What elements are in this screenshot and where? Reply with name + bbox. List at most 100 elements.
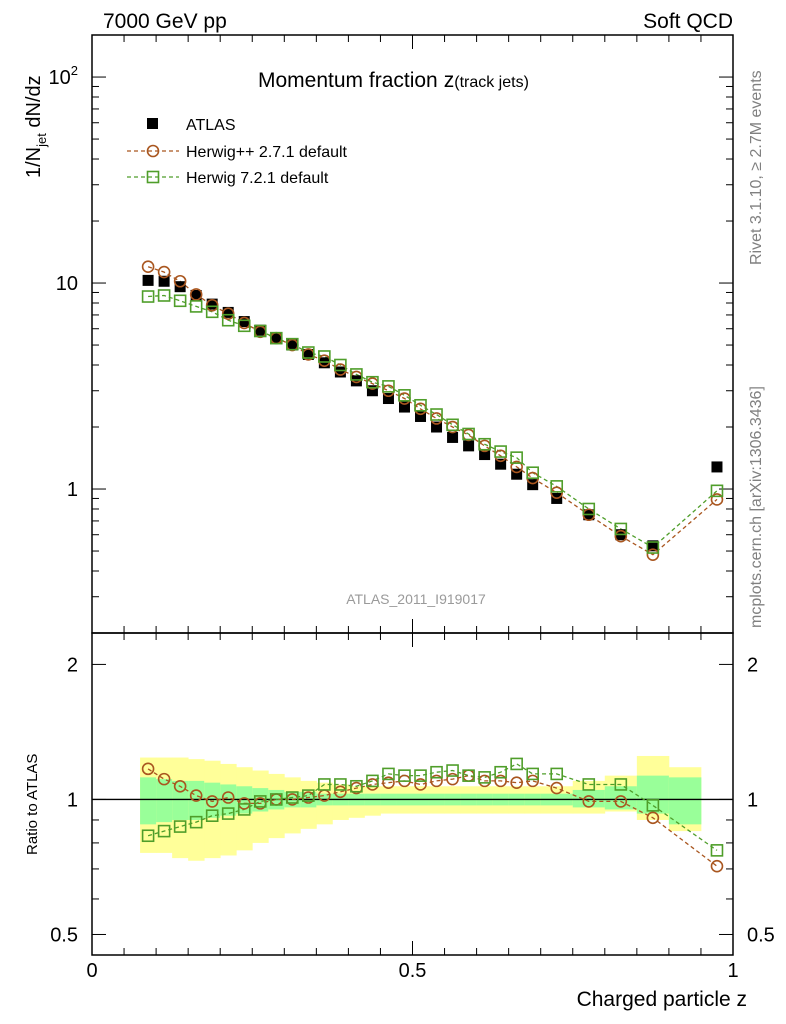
herwig7-ratio-point [237, 803, 251, 816]
herwigpp-ratio-point [446, 772, 459, 786]
herwig7-ratio-point [526, 767, 539, 781]
band-inner [572, 789, 606, 808]
herwig7-ratio-line [147, 763, 718, 851]
atlas-data-point [431, 421, 443, 433]
herwig7-ratio-point [494, 765, 507, 779]
atlas-data-point [527, 479, 539, 491]
band-inner [604, 786, 638, 810]
herwig7-ratio-point [398, 769, 411, 782]
herwigpp-ratio-line [147, 768, 718, 867]
atlas-data-point [366, 385, 378, 397]
legend-label-herwigpp: Herwig++ 2.7.1 default [186, 144, 348, 161]
herwig7-point [646, 541, 660, 554]
herwig7-ratio-point [646, 799, 660, 812]
atlas-data-point [495, 458, 507, 470]
y-tick-label-exponent: 2 [71, 63, 78, 78]
legend: ATLAS Herwig++ 2.7.1 default Herwig 7.2.… [127, 117, 348, 187]
x-tick-label: 0 [86, 960, 97, 982]
atlas-data-point [382, 393, 394, 405]
axis-ticks [91, 35, 734, 955]
atlas-data-point [318, 357, 330, 369]
herwigpp-ratio-point [173, 779, 187, 793]
herwig7-point [237, 319, 251, 333]
title-subscript: (track jets) [454, 74, 529, 91]
ratio-y-tick-label-right: 1 [747, 789, 758, 811]
herwig7-point [189, 300, 203, 313]
herwigpp-ratio-point [334, 785, 347, 799]
herwig7-ratio-point [510, 757, 523, 771]
y-tick-label: 102 [49, 63, 78, 89]
ratio-y-tick-label: 0.5 [50, 924, 78, 946]
herwig7-ratio-point [141, 829, 155, 843]
atlas-data-point [463, 440, 475, 452]
band-inner [204, 782, 221, 818]
herwig7-point [350, 368, 363, 381]
herwig7-ratio-point [446, 764, 459, 777]
herwig7-ratio-point [286, 791, 299, 804]
herwig7-ratio-point [221, 807, 235, 820]
atlas-data-point [206, 298, 218, 310]
band-inner [668, 777, 702, 825]
herwigpp-ratio-point [189, 789, 203, 802]
atlas-data-point [415, 410, 427, 422]
atlas-data-point [447, 431, 459, 443]
herwig7-ratio-point [710, 844, 724, 857]
herwig7-ratio-point [189, 815, 203, 829]
herwigpp-point [646, 548, 660, 561]
herwigpp-point [614, 529, 628, 543]
herwig7-point [398, 389, 411, 402]
atlas-data-point [334, 366, 346, 378]
herwig7-ratio-point [430, 765, 443, 779]
herwigpp-ratio-point [221, 791, 235, 804]
main-ylabel-pre: 1/N [23, 147, 45, 178]
herwigpp-ratio-point [414, 778, 427, 791]
herwig7-ratio-point [253, 795, 267, 808]
band-inner [156, 779, 173, 823]
atlas-data-point [190, 289, 202, 301]
x-tick-label: 1 [727, 960, 738, 982]
herwigpp-ratio-point [526, 774, 539, 788]
ratio-y-tick-label-right: 0.5 [747, 924, 775, 946]
herwig7-point [334, 358, 347, 372]
herwig7-point [526, 466, 539, 480]
herwigpp-ratio-point [510, 776, 523, 789]
herwig7-point [430, 408, 443, 421]
herwig7-point [221, 313, 235, 327]
analysis-label: ATLAS_2011_I919017 [346, 591, 486, 607]
herwigpp-ratio-point [430, 774, 443, 788]
herwig7-point [173, 294, 187, 308]
herwig7-point [478, 437, 491, 451]
herwig7-ratio-point [205, 809, 219, 822]
atlas-data-point [222, 306, 234, 318]
herwig7-point [286, 337, 299, 351]
herwig7-point [710, 484, 724, 498]
herwig7-ratio-point [414, 769, 427, 782]
herwig7-point [614, 522, 628, 536]
herwig7-point [550, 480, 564, 493]
herwigpp-point [141, 260, 155, 274]
herwig7-point [157, 289, 171, 302]
atlas-data-point [350, 375, 362, 387]
herwig7-point [462, 427, 475, 441]
herwig7-ratio-point [157, 824, 171, 838]
herwig7-ratio-point [582, 778, 596, 791]
rivet-label: Rivet 3.1.10, ≥ 2.7M events [748, 70, 765, 265]
herwigpp-ratio-point [382, 776, 395, 789]
main-title: Momentum fraction z(track jets) [258, 69, 529, 92]
legend-marker-herwig7 [146, 170, 160, 184]
herwig7-ratio-point [334, 778, 347, 791]
herwig7-ratio-point [478, 771, 491, 784]
y-tick-label: 10 [56, 273, 78, 295]
herwig7-ratio-point [382, 767, 395, 781]
herwigpp-point [157, 265, 171, 279]
herwigpp-ratio-point [614, 795, 628, 808]
x-axis-label: Charged particle z [577, 988, 747, 1011]
herwig7-point [510, 451, 523, 464]
atlas-data-point [511, 468, 523, 480]
herwig7-ratio-point [350, 779, 363, 793]
herwigpp-line [147, 266, 718, 556]
herwig7-point [253, 324, 267, 338]
atlas-data-point [711, 461, 723, 473]
ratio-ylabel: Ratio to ATLAS [24, 754, 41, 855]
